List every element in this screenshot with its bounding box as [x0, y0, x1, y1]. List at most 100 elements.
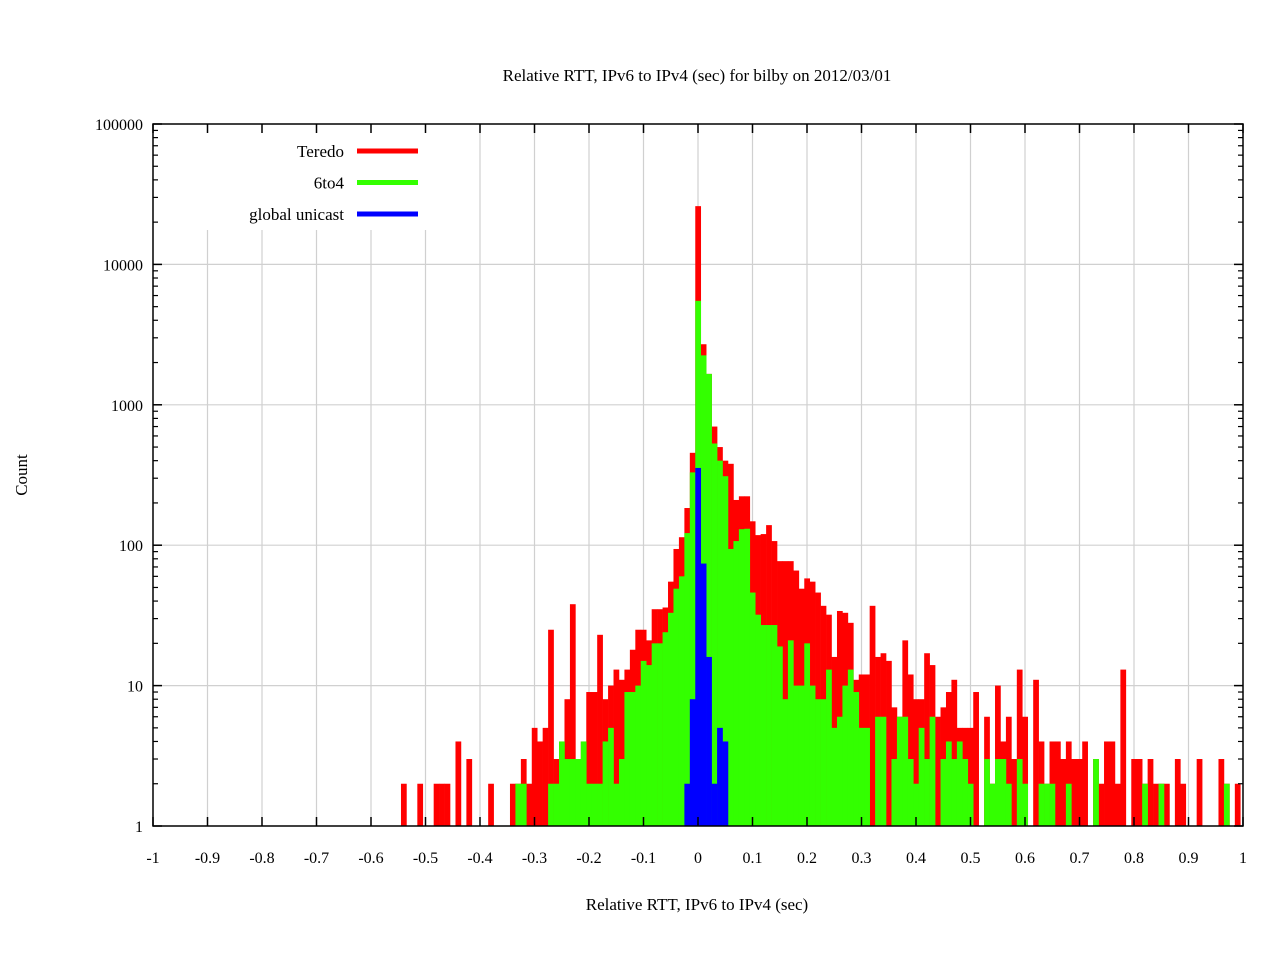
- bar: [575, 759, 582, 826]
- bar: [1049, 783, 1056, 826]
- legend-label: global unicast: [249, 205, 344, 224]
- bar: [700, 563, 707, 826]
- bar: [569, 604, 576, 826]
- bar: [1223, 783, 1230, 826]
- bar: [695, 467, 702, 826]
- bar: [717, 727, 723, 826]
- bar: [1076, 759, 1083, 826]
- bar: [613, 783, 620, 826]
- bar: [602, 741, 609, 826]
- bar: [727, 548, 734, 826]
- x-tick-label: -0.8: [249, 850, 274, 867]
- series-global-unicast: [684, 467, 729, 826]
- x-tick-label: 0.5: [961, 850, 981, 867]
- bar: [907, 674, 914, 826]
- bar: [515, 783, 522, 826]
- bar: [940, 759, 947, 826]
- legend: Teredo 6to4 global unicast: [156, 128, 428, 230]
- x-tick-label: -0.6: [358, 850, 383, 867]
- y-tick-label: 10: [127, 679, 143, 696]
- x-tick-label: 0.6: [1015, 850, 1035, 867]
- bar: [635, 685, 642, 826]
- bar: [629, 692, 636, 826]
- bar: [1234, 783, 1241, 826]
- bar: [744, 528, 751, 826]
- bar: [1147, 759, 1154, 826]
- bar: [760, 625, 767, 826]
- bar: [1049, 741, 1056, 826]
- bar: [989, 783, 996, 826]
- y-tick-label: 100000: [95, 117, 143, 134]
- bar: [591, 692, 598, 826]
- bar: [886, 660, 892, 826]
- bar: [531, 727, 538, 826]
- bar: [509, 783, 516, 826]
- bar: [466, 759, 473, 826]
- x-axis-label: Relative RTT, IPv6 to IPv4 (sec): [586, 895, 808, 914]
- y-tick-label: 1000: [111, 398, 143, 415]
- x-tick-label: 0.4: [906, 850, 926, 867]
- x-tick-label: 0.3: [852, 850, 872, 867]
- bar: [678, 576, 685, 826]
- bar: [580, 741, 587, 826]
- bar: [646, 665, 652, 826]
- bar: [608, 727, 614, 826]
- bar: [673, 588, 680, 826]
- bar: [1038, 741, 1045, 826]
- bar: [651, 643, 658, 826]
- bar: [984, 759, 990, 826]
- bar: [433, 783, 440, 826]
- bar: [1104, 741, 1110, 826]
- plot-frame: [152, 123, 1244, 827]
- bar: [1174, 759, 1181, 826]
- bar: [749, 592, 756, 826]
- bar: [711, 783, 718, 826]
- bar: [1196, 759, 1203, 826]
- x-tick-label: 0.2: [797, 850, 817, 867]
- bar: [1000, 759, 1007, 826]
- chart-title: Relative RTT, IPv6 to IPv4 (sec) for bil…: [503, 66, 892, 85]
- bar: [951, 679, 958, 826]
- bar: [869, 605, 876, 826]
- bar: [1005, 716, 1012, 826]
- bar: [733, 541, 740, 826]
- bar: [782, 699, 789, 826]
- bar: [973, 692, 979, 826]
- x-tick-label: -0.2: [576, 850, 601, 867]
- x-tick-label: -0.9: [195, 850, 220, 867]
- bar: [548, 783, 554, 826]
- bar: [995, 759, 1001, 826]
- x-tick-label: 0.1: [743, 850, 763, 867]
- x-tick-label: 0.8: [1124, 850, 1144, 867]
- bar: [706, 373, 712, 826]
- bar: [945, 741, 952, 826]
- bar: [875, 716, 881, 826]
- bar: [896, 716, 903, 826]
- bar: [1163, 783, 1170, 826]
- bar: [836, 716, 843, 826]
- bar: [1016, 669, 1023, 826]
- bar: [815, 699, 821, 826]
- x-tick-label: 0.7: [1070, 850, 1090, 867]
- bar: [1142, 783, 1148, 826]
- bar: [967, 783, 974, 826]
- x-tick-label: 1: [1239, 850, 1247, 867]
- bar: [929, 716, 936, 826]
- bar: [520, 783, 527, 826]
- bar: [924, 759, 930, 826]
- bar: [537, 741, 543, 826]
- bar: [804, 643, 811, 826]
- bar: [640, 660, 647, 826]
- bar: [1109, 741, 1116, 826]
- bar: [1065, 741, 1072, 826]
- bar: [880, 716, 887, 826]
- bar: [717, 460, 723, 826]
- bar: [400, 783, 407, 826]
- bar: [668, 612, 674, 826]
- bar: [1136, 759, 1143, 826]
- x-tick-label: -0.7: [304, 850, 329, 867]
- y-tick-label: 100: [119, 538, 143, 555]
- bar: [1153, 783, 1159, 826]
- bar: [689, 472, 696, 826]
